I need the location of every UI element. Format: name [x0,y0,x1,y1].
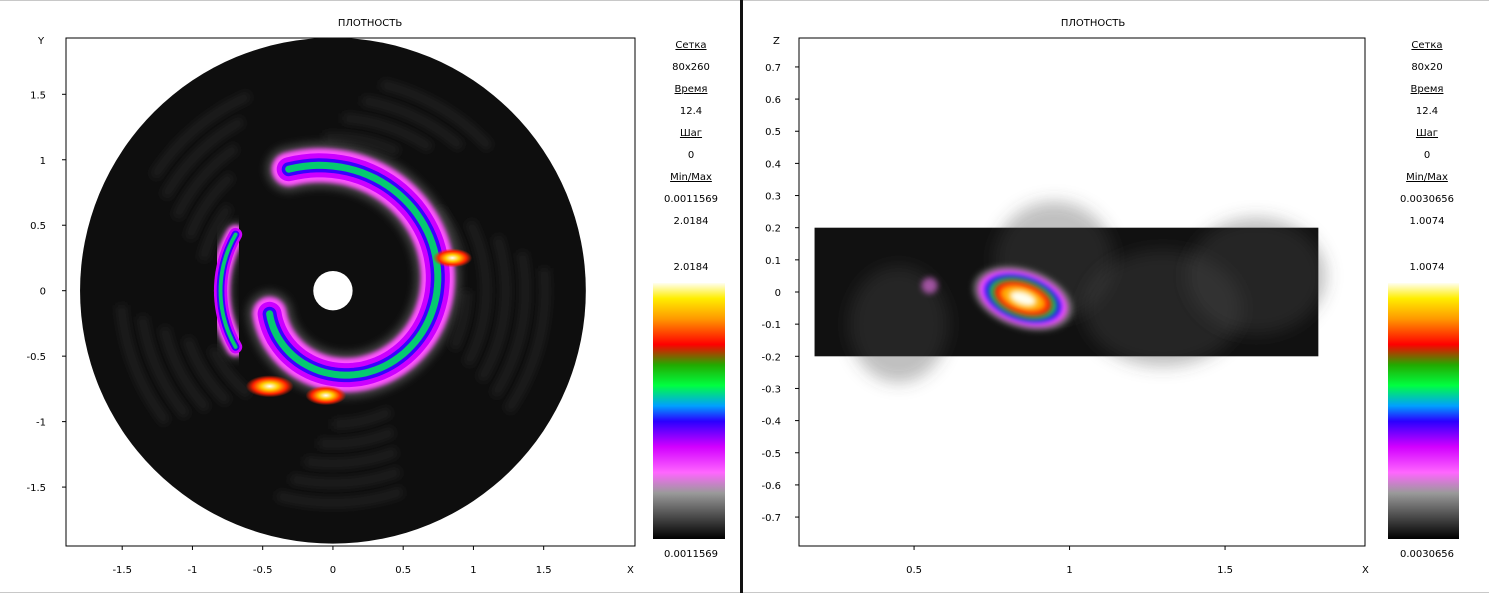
x-tick-label: -1 [187,565,197,576]
x-axis-label: X [627,565,634,576]
density-field [80,37,586,544]
grid-value: 80x260 [672,62,710,73]
axis-ticks: 0.5 1 1.5 0.7 0.6 0.5 0.4 0.3 0.2 0.1 0 -0.1 -0.2 -0.… [761,63,1233,576]
background-swirl [848,265,949,383]
y-tick-label: -0.4 [761,417,781,428]
y-tick-label: 1 [40,156,46,167]
y-tick-label: 0.1 [765,256,781,267]
x-tick-label: 1.5 [536,565,552,576]
axis-ticks: -1.5 -1 -0.5 0 0.5 1 1.5 1.5 1 0.5 0 -0.5 -1 -1.5 [26,90,551,576]
density-field [814,201,1327,383]
y-tick-label: -0.3 [761,384,781,395]
step-value: 0 [1424,150,1430,161]
y-tick-label: 0 [775,288,781,299]
background-swirl [115,73,551,508]
y-tick-label: -0.2 [761,352,781,363]
min-value: 0.0030656 [1400,194,1454,205]
density-hotspot [432,248,473,268]
density-arm [218,232,238,349]
step-label: Шаг [680,128,702,139]
step-value: 0 [688,150,694,161]
grid-label: Сетка [1411,40,1442,51]
y-tick-label: -0.1 [761,320,781,331]
density-blob [1009,290,1037,307]
info-panel: Сетка 80x260 Время 12.4 Шаг 0 Min/Max 0.… [664,40,718,227]
colorbar-max-label: 2.0184 [674,262,709,273]
y-axis-label: Y [37,36,45,47]
plot-frame [65,37,636,547]
y-tick-label: 0.5 [30,221,46,232]
y-tick-label: 0.7 [765,63,781,74]
y-tick-label: -1.5 [26,483,46,494]
right-plot-panel: ПЛОТНОСТЬ 0.5 1 1.5 0.7 0.6 0.5 0.4 0.3 0.2 0.1 0 -… [743,0,1489,593]
y-tick-label: -1 [36,418,46,429]
x-tick-label: 0.5 [906,565,922,576]
x-tick-label: -1.5 [112,565,132,576]
density-hotspot [305,385,347,406]
x-tick-label: -0.5 [253,565,273,576]
grid-value: 80x20 [1411,62,1442,73]
chart-title: ПЛОТНОСТЬ [1061,18,1126,29]
colorbar: 1.0074 0.0030656 [1388,262,1459,560]
time-value: 12.4 [680,106,702,117]
background-swirl [1186,217,1327,335]
y-tick-label: 0.6 [765,95,781,106]
density-plot-xy: ПЛОТНОСТЬ -1.5 -1 -0.5 0 0.5 1 1.5 1.5 1 0.5 0 -0.5… [26,18,725,576]
x-tick-label: 1 [470,565,476,576]
y-tick-label: -0.5 [761,449,781,460]
colorbar-gradient [1388,283,1459,539]
y-tick-label: 1.5 [30,90,46,101]
y-tick-label: -0.6 [761,481,781,492]
minmax-label: Min/Max [1406,172,1448,183]
x-tick-label: 0 [330,565,336,576]
background-swirl [135,93,531,489]
y-axis-label: Z [773,36,780,47]
x-axis-label: X [1362,565,1369,576]
y-tick-label: 0.5 [765,127,781,138]
max-value: 1.0074 [1410,216,1445,227]
chart-title: ПЛОТНОСТЬ [338,18,403,29]
y-tick-label: 0.3 [765,192,781,203]
y-tick-label: 0.4 [765,159,781,170]
time-label: Время [1411,84,1444,95]
density-arm [266,161,442,379]
background-swirl [155,112,511,469]
info-panel: Сетка 80x20 Время 12.4 Шаг 0 Min/Max 0.0… [1400,40,1454,227]
left-plot-panel: ПЛОТНОСТЬ -1.5 -1 -0.5 0 0.5 1 1.5 1.5 1 0.5 0 -0.5… [0,0,740,593]
time-label: Время [675,84,708,95]
x-tick-label: 1 [1066,565,1072,576]
colorbar: 2.0184 0.0011569 [653,262,725,560]
y-tick-label: -0.7 [761,513,781,524]
y-tick-label: 0 [40,287,46,298]
density-plot-xz: ПЛОТНОСТЬ 0.5 1 1.5 0.7 0.6 0.5 0.4 0.3 0.2 0.1 0 -… [761,18,1459,576]
minmax-label: Min/Max [670,172,712,183]
colorbar-max-label: 1.0074 [1410,262,1445,273]
colorbar-gradient [653,283,725,539]
density-spot [921,277,938,294]
panel-divider [740,0,743,593]
y-tick-label: -0.5 [26,352,46,363]
colorbar-min-label: 0.0030656 [1400,549,1454,560]
max-value: 2.0184 [674,216,709,227]
density-hotspot [245,375,294,398]
step-label: Шаг [1416,128,1438,139]
min-value: 0.0011569 [664,194,718,205]
background-swirl [174,132,492,449]
grid-label: Сетка [675,40,706,51]
x-tick-label: 0.5 [395,565,411,576]
x-tick-label: 1.5 [1217,565,1233,576]
colorbar-min-label: 0.0011569 [664,549,718,560]
time-value: 12.4 [1416,106,1438,117]
y-tick-label: 0.2 [765,224,781,235]
inner-hole [313,271,353,311]
